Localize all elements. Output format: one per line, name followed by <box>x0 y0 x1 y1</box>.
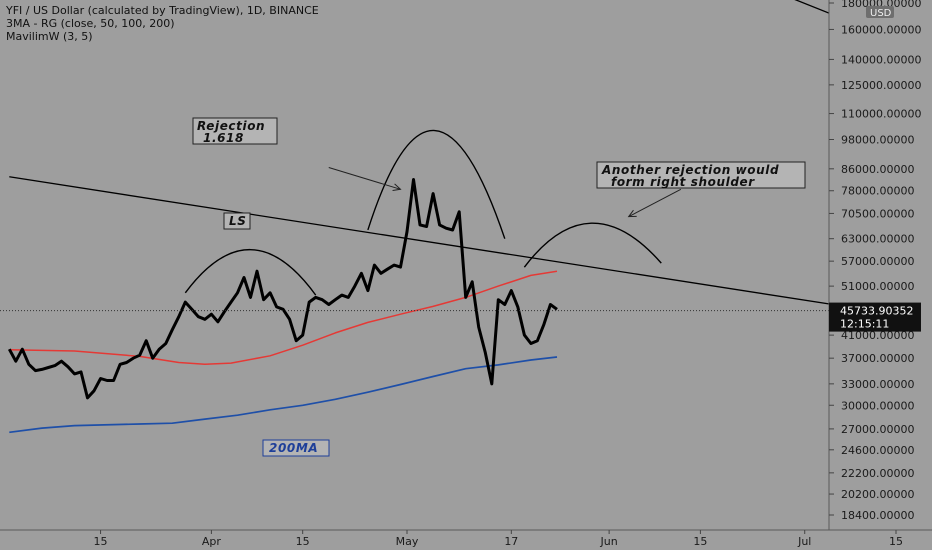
price-tick-label: 140000.00000 <box>841 53 921 66</box>
currency-badge-frame <box>866 6 894 18</box>
price-tick-label: 63000.00000 <box>841 233 914 246</box>
price-tick-label: 33000.00000 <box>841 378 914 391</box>
price-tick-label: 22200.00000 <box>841 467 914 480</box>
arrow-1[interactable] <box>627 188 682 218</box>
ma-red-line[interactable] <box>9 270 558 366</box>
arc-right-shoulder[interactable] <box>523 222 662 268</box>
price-tick-label: 78000.00000 <box>841 185 914 198</box>
right-shoulder-label-text-1: form right shoulder <box>611 175 755 189</box>
time-tick-label: 15 <box>94 535 108 548</box>
price-line[interactable] <box>7 178 558 400</box>
arc-head[interactable] <box>367 129 506 239</box>
ma200-label-text-0: 200MA <box>269 441 318 455</box>
ma200-label-frame <box>262 439 330 457</box>
price-tick-label: 57000.00000 <box>841 255 914 268</box>
right-shoulder-label-text-0: Another rejection would <box>601 163 779 177</box>
time-tick-label: 17 <box>504 535 518 548</box>
mavilimw-indicator-label[interactable]: MavilimW (3, 5) <box>6 30 93 43</box>
rejection-label-text-0: Rejection <box>197 119 265 133</box>
ls-label-text-0: LS <box>229 214 247 228</box>
time-tick-label: May <box>396 535 419 548</box>
ma200-label[interactable]: 200MA <box>262 439 330 457</box>
time-tick-label: 15 <box>889 535 903 548</box>
countdown-value: 12:15:11 <box>840 318 889 331</box>
price-tick-label: 20200.00000 <box>841 488 914 501</box>
time-tick-label: 15 <box>693 535 707 548</box>
last-price-value: 45733.90352 <box>840 305 913 318</box>
price-tick-label: 51000.00000 <box>841 280 914 293</box>
time-tick-label: Jun <box>600 535 618 548</box>
price-tick-label: 110000.00000 <box>841 108 921 121</box>
time-tick-label: 15 <box>296 535 310 548</box>
price-tick-label: 30000.00000 <box>841 399 914 412</box>
price-tick-label: 24600.00000 <box>841 444 914 457</box>
last-price-box <box>829 302 921 332</box>
price-tick-label: 125000.00000 <box>841 79 921 92</box>
price-tick-label: 37000.00000 <box>841 352 914 365</box>
ls-label-frame <box>223 212 251 230</box>
time-tick-label: Jul <box>797 535 811 548</box>
price-tick-label: 160000.00000 <box>841 23 921 36</box>
ls-label[interactable]: LS <box>223 212 251 230</box>
price-tick-label: 98000.00000 <box>841 133 914 146</box>
ma-200-line[interactable] <box>9 356 558 434</box>
price-tick-label: 27000.00000 <box>841 423 914 436</box>
time-tick-label: Apr <box>202 535 222 548</box>
time-scale[interactable]: 15 Apr 15 May 17 Jun 15 Jul 15 <box>0 529 932 548</box>
rejection-label-frame <box>192 117 278 145</box>
arrow-0[interactable] <box>328 167 402 192</box>
symbol-title[interactable]: YFI / US Dollar (calculated by TradingVi… <box>6 4 319 17</box>
price-tick-label: 18400.00000 <box>841 509 914 522</box>
ma-indicator-label[interactable]: 3MA - RG (close, 50, 100, 200) <box>6 17 175 30</box>
price-scale-background <box>829 0 932 530</box>
currency-badge[interactable]: USD <box>866 6 894 19</box>
arc-ls[interactable] <box>184 248 317 296</box>
currency-badge-text: USD <box>870 8 892 19</box>
rejection-label-text-1: 1.618 <box>203 131 244 145</box>
price-scale[interactable]: 180000.00000 160000.00000 140000.00000 1250… <box>828 0 932 530</box>
price-tick-label: 70500.00000 <box>841 207 914 220</box>
price-tick-label: 41000.00000 <box>841 329 914 342</box>
price-tick-label: 86000.00000 <box>841 163 914 176</box>
price-tick-label: 180000.00000 <box>841 0 921 10</box>
trendline-0[interactable] <box>9 176 871 311</box>
right-shoulder-label-frame <box>596 161 806 189</box>
